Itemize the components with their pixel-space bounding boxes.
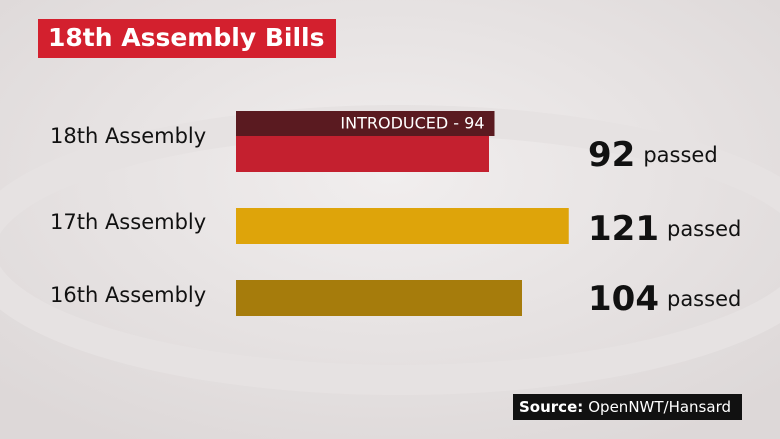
value-label: 121 passed: [588, 209, 741, 249]
bar: [236, 280, 522, 316]
value-suffix: passed: [667, 287, 741, 311]
bar: [236, 208, 569, 244]
value-suffix: passed: [667, 217, 741, 241]
chart-title: 18th Assembly Bills: [48, 23, 324, 52]
value-suffix: passed: [643, 143, 717, 167]
introduced-label: INTRODUCED - 94: [340, 114, 484, 133]
source-text: OpenNWT/Hansard: [588, 398, 731, 416]
source: Source: OpenNWT/Hansard: [519, 398, 731, 416]
introduced-bar: [236, 111, 495, 136]
category-label: 18th Assembly: [50, 124, 206, 148]
value-label: 104 passed: [588, 279, 741, 319]
bar: [236, 136, 489, 172]
value-label: 92 passed: [588, 135, 718, 175]
category-label: 17th Assembly: [50, 210, 206, 234]
value-number: 92: [588, 135, 635, 175]
value-number: 121: [588, 209, 659, 249]
value-number: 104: [588, 279, 659, 319]
category-label: 16th Assembly: [50, 283, 206, 307]
source-label: Source:: [519, 398, 583, 416]
title-box: [38, 19, 336, 58]
source-box: [513, 394, 742, 420]
